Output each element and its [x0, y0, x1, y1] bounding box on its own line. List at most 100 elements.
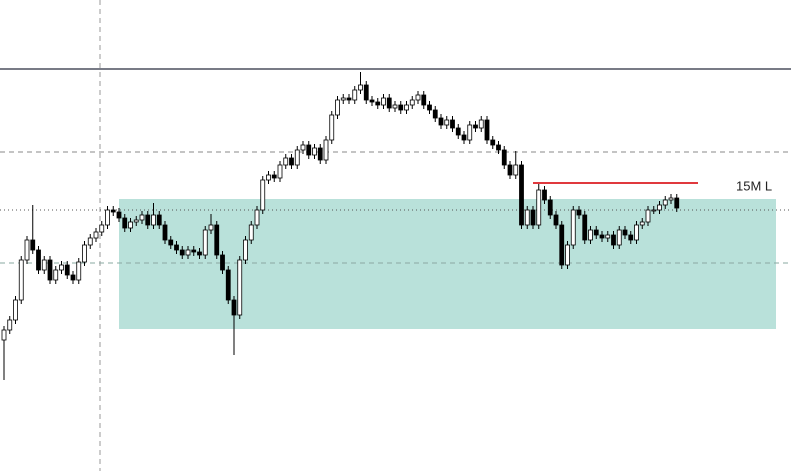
candle-body — [329, 114, 335, 141]
candle-body — [105, 209, 110, 226]
candle-body — [18, 259, 24, 301]
candle-body — [490, 139, 496, 146]
candle-body — [461, 134, 467, 141]
candle-body — [674, 197, 680, 209]
candle-body — [450, 119, 455, 129]
candle-body — [197, 251, 202, 256]
candle-body — [93, 231, 99, 239]
candle-body — [478, 119, 484, 129]
candle-body — [99, 224, 105, 233]
candle-body — [122, 217, 128, 229]
candle-body — [59, 264, 64, 271]
candle-body — [576, 209, 582, 216]
candle-body — [185, 249, 191, 256]
candle-body — [87, 237, 93, 246]
candle-body — [214, 224, 220, 256]
candle-body — [628, 234, 634, 241]
candle-body — [553, 214, 559, 226]
candle-body — [248, 224, 254, 241]
candle-body — [174, 244, 179, 251]
candle-body — [231, 299, 237, 316]
candle-body — [191, 249, 197, 253]
candle-body — [352, 89, 358, 101]
candle-body — [484, 119, 490, 141]
candle-body — [53, 269, 59, 281]
candle-body — [363, 84, 369, 101]
candle-body — [392, 104, 398, 109]
candle-body — [616, 229, 622, 246]
candle-body — [225, 269, 231, 301]
candle-body — [358, 84, 363, 91]
candle-body — [254, 209, 260, 226]
candle-body — [323, 139, 329, 161]
candle-body — [208, 224, 214, 231]
candle-body — [639, 221, 645, 226]
candle-body — [128, 221, 133, 229]
candle-body — [409, 99, 415, 106]
candle-body — [375, 101, 381, 106]
candle-body — [346, 97, 352, 101]
candle-body — [547, 199, 553, 216]
candle-body — [588, 229, 593, 241]
candle-body — [455, 127, 461, 136]
candle-body — [145, 214, 151, 226]
candle-body — [30, 239, 36, 251]
candle-body — [156, 214, 162, 226]
candle-body — [1, 329, 7, 341]
candle-body — [593, 229, 599, 236]
candle-body — [530, 209, 536, 226]
candle-body — [13, 299, 18, 321]
candle-body — [622, 229, 628, 236]
candle-body — [243, 239, 248, 261]
candle-body — [542, 189, 547, 201]
candle-body — [24, 239, 30, 261]
candle-body — [467, 124, 473, 141]
candle-body — [645, 209, 651, 223]
candle-body — [312, 147, 317, 156]
candle-body — [271, 174, 277, 179]
candle-body — [237, 259, 243, 316]
candle-body — [386, 97, 392, 109]
candle-body — [438, 117, 444, 126]
candle-body — [7, 319, 13, 331]
zone — [119, 199, 776, 329]
candle-body — [513, 164, 519, 176]
candle-body — [565, 244, 570, 266]
candle-body — [427, 104, 432, 111]
candle-body — [404, 104, 409, 111]
candle-body — [139, 214, 145, 221]
candle-body — [266, 174, 271, 181]
candle-body — [151, 214, 156, 226]
candle-body — [536, 189, 542, 226]
candle-body — [381, 97, 386, 106]
candle-body — [473, 124, 478, 129]
candle-body — [277, 164, 283, 179]
candle-body — [36, 249, 41, 271]
candle-body — [110, 209, 116, 213]
candle-body — [398, 104, 404, 111]
candle-body — [317, 147, 323, 161]
candle-body — [651, 209, 657, 212]
candle-body — [47, 259, 53, 281]
candle-body — [220, 254, 225, 271]
candle-body — [524, 209, 530, 226]
candle-body — [519, 164, 524, 226]
candle-body — [444, 119, 450, 126]
candle-body — [168, 239, 174, 246]
candle-body — [599, 234, 605, 239]
candle-body — [421, 94, 427, 106]
candle-body — [335, 99, 340, 116]
candle-body — [162, 224, 168, 241]
candle-body — [501, 149, 507, 166]
candle-body — [179, 249, 185, 256]
candle-body — [432, 109, 438, 119]
candle-body — [283, 157, 289, 166]
candle-body — [202, 229, 208, 256]
candle-body — [662, 199, 668, 206]
candle-body — [260, 179, 266, 211]
candle-body — [340, 97, 346, 101]
candle-body — [369, 99, 375, 103]
candle-body — [76, 261, 82, 281]
candle-body — [133, 219, 139, 223]
